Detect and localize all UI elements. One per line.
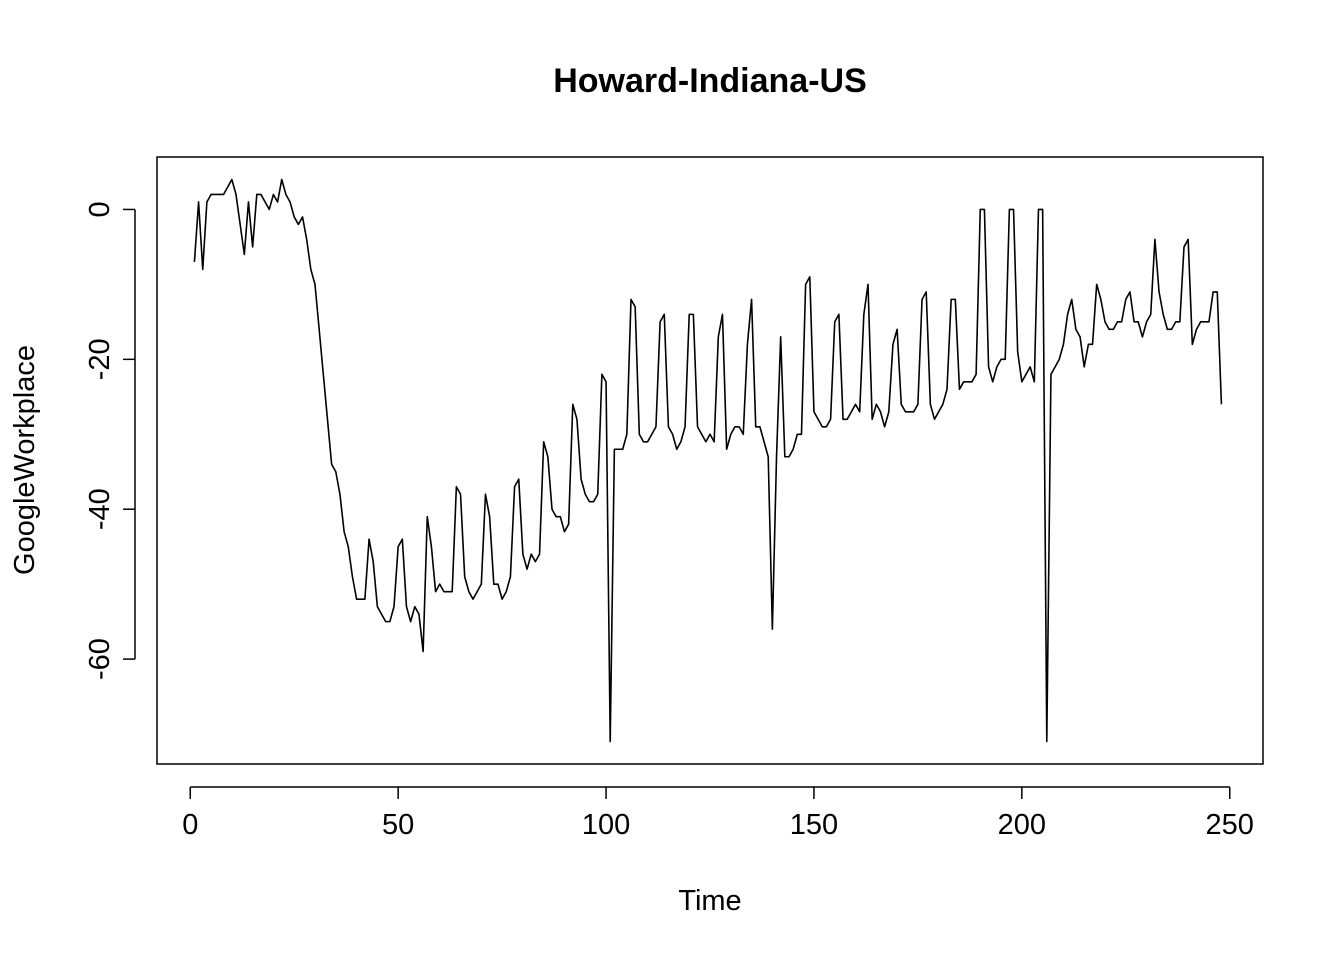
y-tick-label: 0: [84, 201, 116, 217]
x-tick-label: 150: [790, 809, 838, 841]
x-tick-label: 100: [582, 809, 630, 841]
plot-frame: [156, 156, 1264, 765]
y-tick-label: -60: [84, 638, 116, 680]
y-tick-label: -40: [84, 488, 116, 530]
y-axis-label: GoogleWorkplace: [9, 345, 41, 575]
x-tick-label: 0: [182, 809, 198, 841]
x-tick-label: 250: [1206, 809, 1254, 841]
y-axis: 0 -20 -40 -60: [84, 201, 136, 680]
x-tick-label: 200: [998, 809, 1046, 841]
chart-title: Howard-Indiana-US: [553, 62, 867, 100]
x-axis: 0 50 100 150 200 250: [182, 786, 1254, 841]
series-line: [193, 178, 1223, 743]
x-tick-label: 50: [382, 809, 414, 841]
x-axis-label: Time: [678, 885, 741, 917]
y-tick-label: -20: [84, 338, 116, 380]
series-layer: [193, 178, 1223, 743]
